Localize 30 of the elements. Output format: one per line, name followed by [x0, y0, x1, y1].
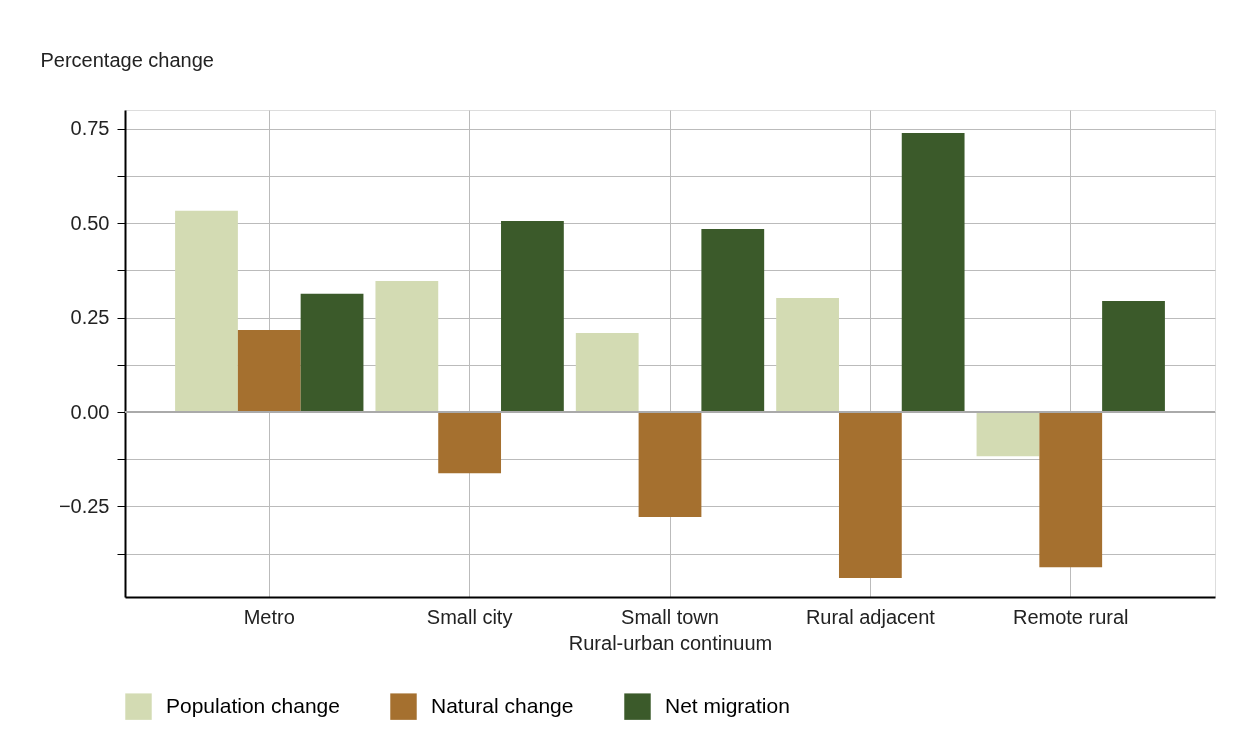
- bar: [300, 293, 364, 413]
- legend-label: Population change: [166, 693, 340, 717]
- x-tick-label: Small city: [426, 605, 513, 628]
- y-tick-label: 0.75: [70, 117, 110, 140]
- bar: [901, 133, 965, 413]
- x-axis-title: Rural-urban continuum: [568, 631, 773, 654]
- x-tick-label: Small town: [621, 605, 719, 628]
- bar: [1039, 412, 1103, 568]
- bar: [838, 412, 902, 579]
- bar: [438, 412, 502, 474]
- y-tick-label: 0.50: [70, 211, 110, 234]
- x-tick-label: Metro: [243, 605, 295, 628]
- bar: [375, 281, 439, 413]
- y-tick-label: 0.00: [70, 400, 110, 423]
- bar: [575, 333, 639, 413]
- bar: [237, 330, 301, 413]
- bar: [701, 228, 765, 413]
- bar: [175, 210, 238, 413]
- y-tick-label: −0.25: [58, 494, 110, 517]
- bar: [501, 220, 564, 413]
- bar: [1102, 301, 1165, 413]
- x-tick-label: Rural adjacent: [805, 605, 936, 628]
- bar: [776, 298, 839, 413]
- x-tick-label: Remote rural: [1012, 605, 1129, 628]
- bar: [638, 412, 702, 517]
- legend-label: Net migration: [665, 693, 790, 717]
- bar: [976, 412, 1040, 457]
- y-axis-title: Percentage change: [40, 48, 214, 71]
- y-tick-label: 0.25: [70, 306, 110, 329]
- legend-label: Natural change: [431, 693, 574, 717]
